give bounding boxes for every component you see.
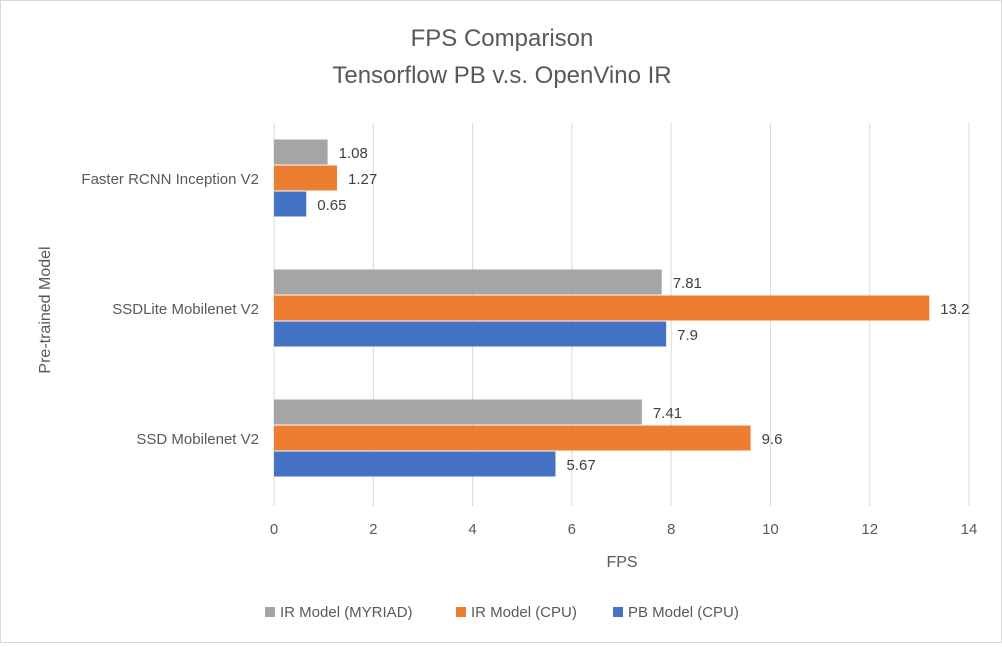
legend-label: IR Model (CPU) — [471, 604, 577, 621]
data-label: 7.81 — [673, 275, 702, 292]
x-tick-labels: 0 2 4 6 8 10 12 14 — [270, 521, 978, 538]
category-label: Faster RCNN Inception V2 — [81, 171, 259, 188]
x-tick-label: 8 — [667, 521, 675, 538]
x-tick-label: 2 — [369, 521, 377, 538]
category-label: SSD Mobilenet V2 — [136, 431, 259, 448]
y-axis-label: Pre-trained Model — [37, 246, 54, 373]
x-tick-label: 4 — [468, 521, 476, 538]
category-label: SSDLite Mobilenet V2 — [112, 301, 259, 318]
bar — [274, 425, 751, 451]
bars — [274, 139, 930, 477]
chart-title: FPS Comparison — [411, 25, 594, 52]
legend-swatch — [456, 607, 466, 617]
x-tick-label: 6 — [568, 521, 576, 538]
legend: IR Model (MYRIAD) IR Model (CPU) PB Model … — [265, 604, 739, 621]
data-label: 0.65 — [317, 197, 346, 214]
x-tick-label: 10 — [762, 521, 779, 538]
data-label: 7.41 — [653, 405, 682, 422]
x-tick-label: 14 — [961, 521, 978, 538]
bar — [274, 269, 662, 295]
legend-label: PB Model (CPU) — [628, 604, 739, 621]
bar — [274, 295, 930, 321]
bar — [274, 165, 338, 191]
data-label: 5.67 — [566, 457, 595, 474]
x-tick-label: 12 — [861, 521, 878, 538]
chart-subtitle: Tensorflow PB v.s. OpenVino IR — [332, 62, 671, 89]
data-label: 9.6 — [762, 431, 783, 448]
legend-swatch — [613, 607, 623, 617]
bar — [274, 399, 642, 425]
category-labels: Faster RCNN Inception V2 SSDLite Mobilene… — [81, 171, 259, 448]
bar — [274, 321, 667, 347]
data-label: 1.27 — [348, 171, 377, 188]
bar — [274, 451, 556, 477]
x-axis-label: FPS — [606, 554, 637, 571]
bar — [274, 139, 328, 165]
data-label: 13.2 — [940, 301, 969, 318]
data-labels: 1.08 1.270.65 7.81 13.2 7.9 7.41 9.6 5.67 — [317, 145, 969, 474]
x-tick-label: 0 — [270, 521, 278, 538]
legend-label: IR Model (MYRIAD) — [280, 604, 413, 621]
legend-swatch — [265, 607, 275, 617]
bar — [274, 191, 307, 217]
data-label: 1.08 — [339, 145, 368, 162]
data-label: 7.9 — [677, 327, 698, 344]
